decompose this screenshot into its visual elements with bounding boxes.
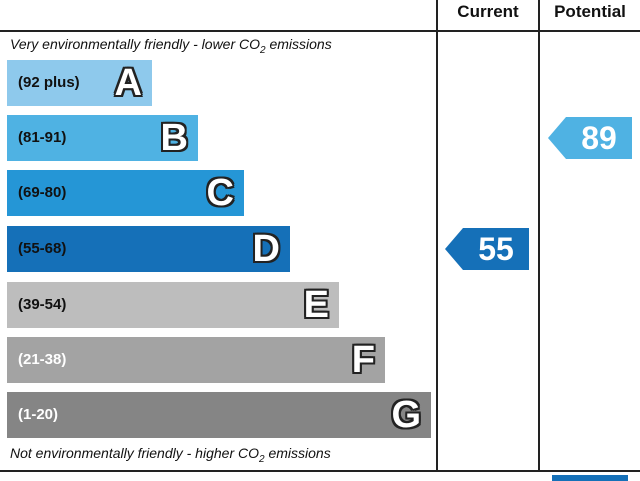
rating-band-d: (55-68) D [7, 226, 290, 272]
band-range-label: (39-54) [18, 296, 67, 313]
band-range-label: (81-91) [18, 129, 67, 146]
header-divider [0, 30, 640, 32]
bottom-caption: Not environmentally friendly - higher CO… [10, 445, 331, 465]
potential-rating-arrow: 89 [548, 117, 632, 159]
column-divider-current [436, 0, 438, 472]
rating-value: 89 [566, 117, 632, 159]
rating-band-c: (69-80) C [7, 170, 244, 216]
band-letter: C [206, 172, 234, 214]
rating-band-f: (21-38) F [7, 337, 385, 383]
rating-value: 55 [463, 228, 529, 270]
band-range-label: (69-80) [18, 184, 67, 201]
band-letter: E [303, 284, 329, 326]
band-range-label: (21-38) [18, 351, 67, 368]
potential-column-header: Potential [554, 2, 626, 21]
rating-band-g: (1-20) G [7, 392, 431, 438]
band-letter: A [114, 62, 142, 104]
band-range-label: (92 plus) [18, 74, 80, 91]
arrow-tip [445, 228, 463, 270]
rating-band-b: (81-91) B [7, 115, 198, 161]
current-column-header: Current [457, 2, 519, 21]
band-range-label: (1-20) [18, 406, 59, 423]
band-letter: D [252, 228, 280, 270]
band-letter: B [160, 117, 188, 159]
top-caption: Very environmentally friendly - lower CO… [10, 36, 332, 56]
band-letter: F [351, 339, 375, 381]
band-letter: G [391, 394, 421, 436]
current-rating-arrow: 55 [445, 228, 529, 270]
rating-band-e: (39-54) E [7, 282, 339, 328]
bottom-divider [0, 470, 640, 472]
band-range-label: (55-68) [18, 240, 67, 257]
arrow-tip [548, 117, 566, 159]
column-divider-potential [538, 0, 540, 472]
next-row-marker [552, 475, 628, 481]
rating-band-a: (92 plus) A [7, 60, 152, 106]
